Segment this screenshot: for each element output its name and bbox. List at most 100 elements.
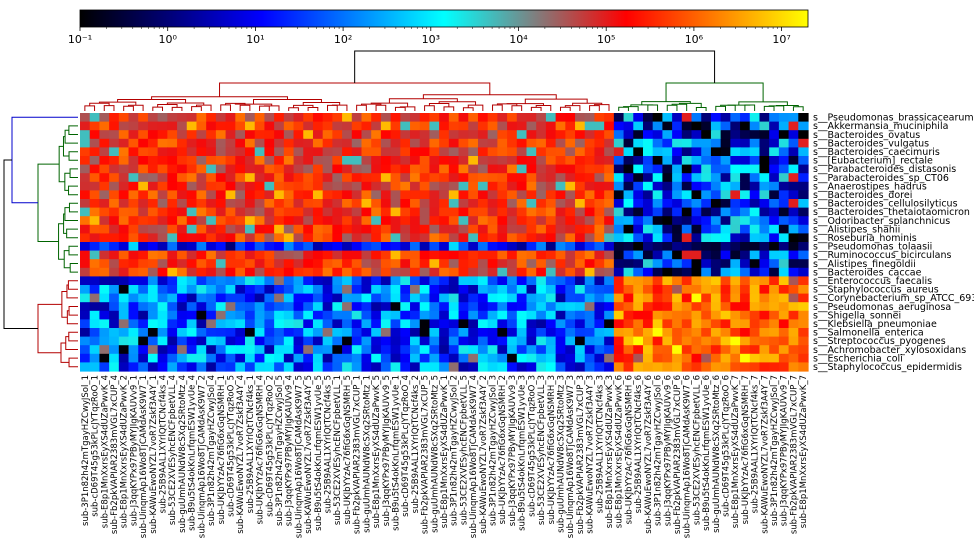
- heatmap-cell: [225, 164, 236, 174]
- heatmap-cell: [167, 293, 178, 303]
- heatmap-cell: [642, 250, 654, 260]
- heatmap-cell: [225, 362, 236, 372]
- heatmap-cell: [507, 336, 518, 346]
- heatmap-cell: [419, 138, 431, 148]
- heatmap-cell: [477, 147, 489, 157]
- heatmap-cell: [778, 310, 790, 320]
- heatmap-cell: [720, 121, 731, 131]
- heatmap-cell: [419, 130, 431, 140]
- heatmap-cell: [710, 259, 722, 269]
- colorbar-ticks: 10⁻¹ 10⁰ 10¹ 10² 10³ 10⁴ 10⁵ 10⁶ 10⁷: [68, 27, 791, 46]
- heatmap-cell: [740, 190, 751, 200]
- heatmap-cell: [759, 242, 770, 252]
- heatmap-cell: [487, 130, 498, 140]
- row-dendrogram-link: [68, 125, 78, 135]
- heatmap-cell: [730, 328, 741, 338]
- column-label: sub-J3qqKYPx97PByMYJIgKAUVv9_1: [129, 375, 139, 526]
- heatmap-cell: [788, 113, 799, 123]
- heatmap-cell: [215, 138, 227, 148]
- heatmap-cell: [642, 207, 654, 217]
- heatmap-cell: [332, 285, 343, 295]
- heatmap-cell: [759, 319, 770, 329]
- heatmap-cell: [468, 276, 479, 286]
- heatmap-cell: [769, 302, 780, 312]
- heatmap-cell: [109, 293, 120, 303]
- heatmap-cell: [798, 242, 809, 252]
- heatmap-cell: [740, 259, 751, 269]
- heatmap-cell: [516, 138, 528, 148]
- heatmap-cell: [322, 173, 333, 183]
- heatmap-cell: [448, 173, 460, 183]
- heatmap-cell: [691, 285, 702, 295]
- heatmap-cell: [410, 181, 421, 191]
- heatmap-cell: [118, 190, 130, 200]
- heatmap-cell: [487, 362, 498, 372]
- heatmap-cell: [390, 319, 401, 329]
- column-label: sub-UKJbYYzAc76fiG6xGqNSMRH_2: [498, 375, 508, 524]
- heatmap-cell: [623, 328, 634, 338]
- heatmap-cell: [740, 267, 751, 277]
- column-label: sub-25B9AAL1XYrlQtTCNcf4ks_5: [324, 375, 334, 513]
- column-dendrogram-link: [394, 106, 406, 111]
- heatmap-cell: [720, 345, 731, 355]
- column-dendrogram-link: [738, 101, 788, 106]
- heatmap-cell: [147, 285, 159, 295]
- heatmap-cell: [206, 233, 217, 243]
- column-dendrogram-link: [288, 107, 299, 111]
- heatmap-cell: [147, 293, 159, 303]
- heatmap-cell: [604, 242, 615, 252]
- heatmap-cell: [293, 310, 304, 320]
- heatmap-cell: [642, 259, 654, 269]
- heatmap-cell: [109, 121, 120, 131]
- heatmap-cell: [157, 362, 168, 372]
- heatmap-cell: [361, 276, 372, 286]
- heatmap-cell: [584, 138, 596, 148]
- heatmap-cell: [555, 216, 566, 226]
- heatmap-cell: [526, 233, 537, 243]
- heatmap-cell: [681, 207, 693, 217]
- row-dendrogram-link: [67, 280, 78, 290]
- heatmap-cell: [80, 362, 91, 372]
- heatmap-cell: [109, 259, 120, 269]
- heatmap-cell: [109, 138, 120, 148]
- heatmap-cell: [720, 199, 731, 209]
- heatmap-cell: [633, 207, 644, 217]
- heatmap-cell: [147, 345, 159, 355]
- heatmap-cell: [245, 310, 256, 320]
- heatmap-cell: [109, 276, 120, 286]
- heatmap-cell: [516, 319, 528, 329]
- heatmap-cell: [555, 267, 566, 277]
- heatmap-cell: [177, 319, 188, 329]
- heatmap-cell: [730, 156, 741, 166]
- heatmap-cell: [778, 336, 790, 346]
- heatmap-cell: [380, 113, 392, 123]
- column-label: sub-B9u5tS4okKnLrfqmESW1yvUe_1: [391, 375, 401, 531]
- heatmap-cell: [342, 130, 353, 140]
- heatmap-cell: [351, 293, 363, 303]
- heatmap-cell: [740, 293, 751, 303]
- heatmap-cell: [594, 336, 605, 346]
- heatmap-cell: [225, 285, 236, 295]
- heatmap-cell: [468, 181, 479, 191]
- heatmap-cell: [497, 190, 508, 200]
- heatmap-cell: [390, 233, 401, 243]
- heatmap-cell: [778, 113, 790, 123]
- heatmap-cell: [798, 310, 809, 320]
- heatmap-cell: [497, 113, 508, 123]
- heatmap-cell: [575, 293, 586, 303]
- heatmap-cell: [759, 345, 770, 355]
- heatmap-cell: [545, 233, 557, 243]
- heatmap-cell: [147, 250, 159, 260]
- heatmap-cell: [710, 319, 722, 329]
- heatmap-cell: [351, 328, 363, 338]
- heatmap-cell: [545, 147, 557, 157]
- heatmap-cell: [109, 181, 120, 191]
- heatmap-cell: [322, 121, 333, 131]
- heatmap-cell: [448, 121, 460, 131]
- heatmap-cell: [749, 164, 761, 174]
- heatmap-cell: [186, 353, 198, 363]
- heatmap-cell: [177, 181, 188, 191]
- heatmap-cell: [206, 224, 217, 234]
- heatmap-cell: [633, 164, 644, 174]
- heatmap-cell: [390, 130, 401, 140]
